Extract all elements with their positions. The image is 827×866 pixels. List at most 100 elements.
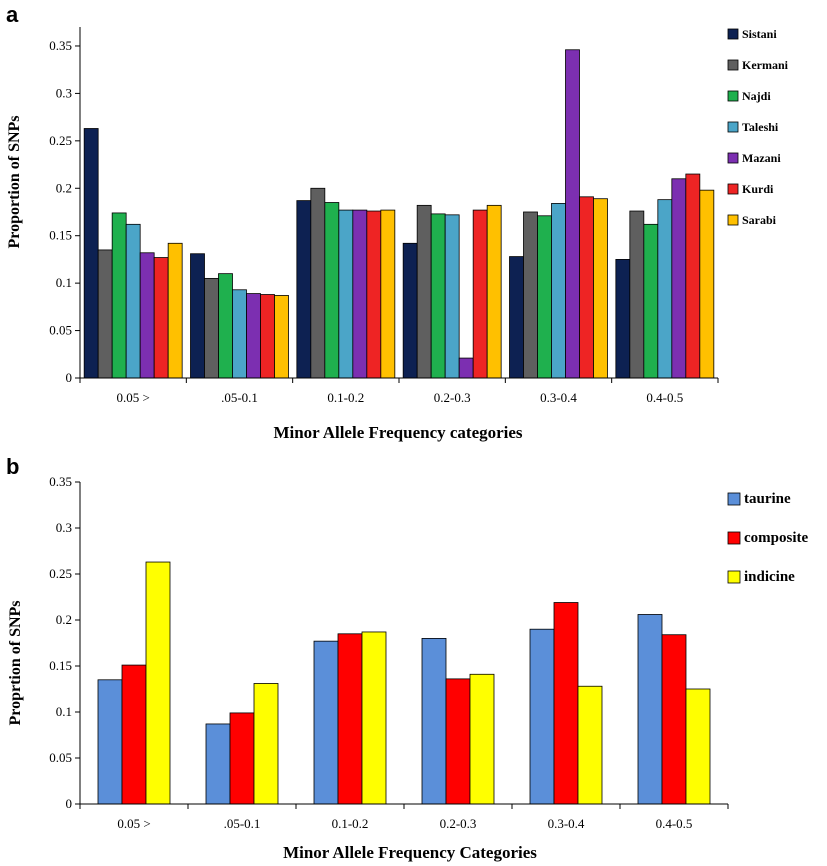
panel-a-legend: Sistani Kermani Najdi Taleshi Mazani Kurdi Sar… <box>727 27 789 227</box>
x-tick-label: 0.2-0.3 <box>434 390 471 405</box>
bar-sistani-0 <box>83 128 99 379</box>
bar-composite-3 <box>445 678 471 805</box>
panel-b-y-axis-title: Proprtion of SNPs <box>7 600 24 725</box>
bar-najdi-1 <box>218 273 233 379</box>
bar-kermani-1 <box>204 277 219 379</box>
bar-najdi-3 <box>430 213 446 379</box>
bar-kurdi-5 <box>685 173 701 379</box>
bar-sarabi-1 <box>274 295 289 379</box>
bar-sistani-4 <box>509 256 524 379</box>
y-tick-label: 0.25 <box>49 133 72 148</box>
x-tick-label: 0.05 > <box>116 390 149 405</box>
panel-a-bars <box>83 49 715 379</box>
bar-sistani-2 <box>296 200 312 379</box>
x-tick-label: 0.1-0.2 <box>332 816 369 831</box>
bar-taleshi-2 <box>338 209 354 379</box>
bar-taurine-1 <box>205 723 231 805</box>
legend-swatch-sarabi <box>727 214 739 226</box>
x-tick-label: 0.3-0.4 <box>548 816 585 831</box>
bar-taleshi-0 <box>125 223 141 379</box>
bar-sistani-3 <box>402 242 418 379</box>
bar-kermani-3 <box>416 204 432 379</box>
legend-swatch-najdi <box>727 90 739 102</box>
bar-sarabi-3 <box>486 204 502 379</box>
y-tick-label: 0.3 <box>56 520 72 535</box>
bar-sarabi-4 <box>593 198 608 379</box>
panel-a-x-axis-labels: 0.05 > .05-0.1 0.1-0.2 0.2-0.3 0.3-0.4 0.4-0.… <box>116 390 683 405</box>
bar-composite-2 <box>337 633 363 805</box>
panel-a-x-axis-title: Minor Allele Frequency categories <box>273 423 522 442</box>
x-tick-label: 0.4-0.5 <box>656 816 693 831</box>
y-tick-label: 0.1 <box>56 275 72 290</box>
legend-label-najdi: Najdi <box>742 89 771 103</box>
bar-indicine-1 <box>253 683 279 805</box>
x-tick-label: 0.3-0.4 <box>540 390 577 405</box>
legend-swatch-composite <box>727 531 741 545</box>
bar-taleshi-1 <box>232 289 247 379</box>
y-tick-label: 0.15 <box>49 228 72 243</box>
x-tick-label: 0.05 > <box>117 816 150 831</box>
bar-kurdi-0 <box>153 257 169 379</box>
bar-sarabi-2 <box>380 209 396 379</box>
legend-label-kermani: Kermani <box>742 58 789 72</box>
bar-najdi-0 <box>111 212 127 379</box>
bar-najdi-2 <box>324 202 340 379</box>
x-tick-label: 0.1-0.2 <box>327 390 364 405</box>
bar-taleshi-3 <box>444 214 460 379</box>
bar-kermani-2 <box>310 187 326 379</box>
bar-taleshi-5 <box>657 199 673 379</box>
bar-najdi-4 <box>537 215 552 379</box>
y-tick-label: 0.35 <box>49 38 72 53</box>
bar-sistani-1 <box>190 253 205 379</box>
bar-sarabi-5 <box>699 189 715 379</box>
x-tick-label: 0.4-0.5 <box>646 390 683 405</box>
panel-a-chart: a 0 0.05 0.1 0.15 0.2 0.25 0.3 0.35 0.05 > .05-0… <box>6 2 789 442</box>
bar-mazani-3 <box>458 357 474 379</box>
legend-label-taurine: taurine <box>744 491 791 507</box>
y-tick-label: 0.05 <box>49 750 72 765</box>
panel-b-bars <box>97 561 711 805</box>
bar-mazani-1 <box>246 293 261 379</box>
bar-kermani-5 <box>629 210 645 379</box>
legend-label-composite: composite <box>744 530 808 546</box>
panel-b-label: b <box>6 454 19 479</box>
panel-a-label: a <box>6 2 19 27</box>
bar-composite-5 <box>661 634 687 805</box>
bar-najdi-5 <box>643 223 659 379</box>
x-tick-label: .05-0.1 <box>221 390 258 405</box>
bar-mazani-0 <box>139 252 155 379</box>
bar-taurine-4 <box>529 628 555 805</box>
bar-mazani-5 <box>671 178 687 379</box>
panel-a-y-axis-ticks: 0 0.05 0.1 0.15 0.2 0.25 0.3 0.35 <box>49 38 80 385</box>
panel-b-legend: taurine composite indicine <box>727 491 808 585</box>
y-tick-label: 0 <box>66 370 73 385</box>
legend-label-mazani: Mazani <box>742 151 781 165</box>
bar-taurine-2 <box>313 640 339 805</box>
bar-sarabi-0 <box>167 242 183 379</box>
bar-composite-1 <box>229 712 255 805</box>
bar-mazani-2 <box>352 209 368 379</box>
y-tick-label: 0.35 <box>49 474 72 489</box>
bar-sistani-5 <box>615 259 631 379</box>
y-tick-label: 0.2 <box>56 612 72 627</box>
y-tick-label: 0.3 <box>56 85 72 100</box>
x-tick-label: .05-0.1 <box>224 816 261 831</box>
bar-indicine-0 <box>145 561 171 805</box>
bar-indicine-2 <box>361 631 387 805</box>
legend-swatch-kermani <box>727 59 739 71</box>
legend-swatch-sistani <box>727 28 739 40</box>
panel-a-y-axis-title: Proportion of SNPs <box>6 115 23 248</box>
panel-b-x-axis-labels: 0.05 > .05-0.1 0.1-0.2 0.2-0.3 0.3-0.4 0.4-0.… <box>117 816 692 831</box>
legend-label-taleshi: Taleshi <box>742 120 779 134</box>
legend-label-indicine: indicine <box>744 569 795 585</box>
bar-indicine-5 <box>685 688 711 805</box>
bar-kurdi-4 <box>579 196 594 379</box>
panel-b-chart: b 0 0.05 0.1 0.15 0.2 0.25 0.3 0.35 0.05 > .05-0… <box>6 454 808 862</box>
y-tick-label: 0.1 <box>56 704 72 719</box>
bar-taurine-0 <box>97 679 123 805</box>
bar-composite-4 <box>553 602 579 805</box>
bar-kermani-0 <box>97 249 113 379</box>
bar-taurine-3 <box>421 638 447 805</box>
bar-kurdi-3 <box>472 209 488 379</box>
